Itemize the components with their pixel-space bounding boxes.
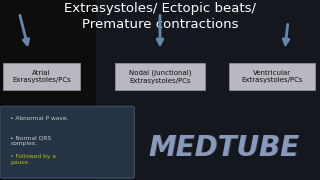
FancyBboxPatch shape [229,63,315,91]
FancyBboxPatch shape [115,63,205,91]
Text: Atrial
Exrasystoles/PCs: Atrial Exrasystoles/PCs [12,70,71,83]
FancyBboxPatch shape [0,106,134,178]
Text: Nodal (Junctional)
Extrasystoles/PCs: Nodal (Junctional) Extrasystoles/PCs [129,69,191,84]
Text: • Abnormal P wave.: • Abnormal P wave. [10,116,69,121]
FancyBboxPatch shape [3,63,80,91]
Text: • Normal QRS
complex.: • Normal QRS complex. [10,135,52,146]
Text: MEDTUBE: MEDTUBE [149,134,300,162]
FancyBboxPatch shape [96,0,320,180]
Text: Ventricular
Extrasystoles/PCs: Ventricular Extrasystoles/PCs [241,70,303,83]
Text: • Followed by a
pause.: • Followed by a pause. [10,154,56,165]
Text: MEDTUBE: MEDTUBE [148,134,300,162]
Text: Extrasystoles/ Ectopic beats/
Premature contractions: Extrasystoles/ Ectopic beats/ Premature … [64,2,256,31]
